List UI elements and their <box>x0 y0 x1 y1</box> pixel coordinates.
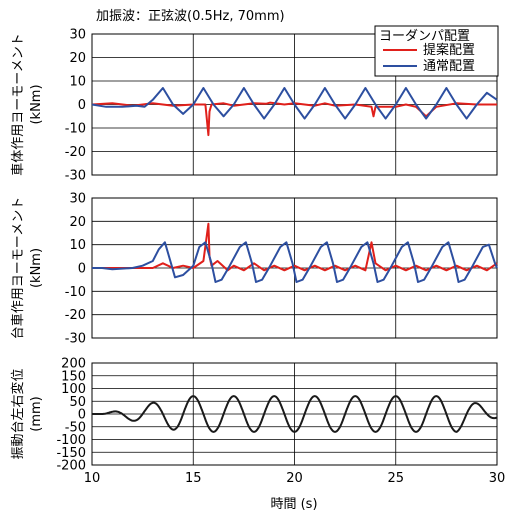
series-line <box>91 101 497 137</box>
y-tick-label: 30 <box>69 28 86 43</box>
x-tick-label: 20 <box>286 471 303 486</box>
y-axis-unit: (mm) <box>29 396 44 431</box>
legend-title: ヨーダンパ配置 <box>379 29 470 44</box>
y-axis-label: 車体作用ヨーモーメント <box>11 33 26 175</box>
x-axis-label: 時間 (s) <box>270 497 317 512</box>
series-line <box>92 241 498 283</box>
y-tick-label: -30 <box>65 332 86 347</box>
x-tick-label: 10 <box>84 471 101 486</box>
series-line <box>91 87 498 120</box>
y-tick-label: 50 <box>69 395 86 410</box>
y-tick-label: 100 <box>61 382 86 397</box>
y-tick-label: 20 <box>69 51 86 66</box>
x-tick-label: 25 <box>387 471 404 486</box>
y-tick-label: 20 <box>69 215 86 230</box>
y-tick-label: -200 <box>56 459 86 474</box>
y-tick-label: 30 <box>69 192 86 207</box>
y-tick-label: -20 <box>65 145 86 160</box>
y-tick-label: -10 <box>65 285 86 300</box>
y-tick-label: 200 <box>61 357 86 372</box>
y-axis-unit: (kNm) <box>29 84 44 124</box>
series-line <box>91 395 498 433</box>
y-tick-label: 10 <box>69 75 86 90</box>
chart-title: 加振波：正弦波(0.5Hz, 70mm) <box>96 8 285 24</box>
x-tick-label: 15 <box>185 471 202 486</box>
y-axis-label: 台車作用ヨーモーメント <box>11 197 26 339</box>
legend-label: 提案配置 <box>423 42 475 58</box>
legend-label: 通常配置 <box>423 59 475 74</box>
y-tick-label: 10 <box>69 238 86 253</box>
y-tick-label: -10 <box>65 122 86 137</box>
y-tick-label: 150 <box>61 369 86 384</box>
y-tick-label: -50 <box>65 420 86 435</box>
y-tick-label: 0 <box>78 98 86 113</box>
y-axis-unit: (kNm) <box>29 248 44 288</box>
y-tick-label: -100 <box>56 433 86 448</box>
y-tick-label: -30 <box>65 169 86 184</box>
x-tick-label: 30 <box>489 471 506 486</box>
y-tick-label: 0 <box>78 262 86 277</box>
y-axis-label: 振動台左右変位 <box>10 368 26 459</box>
y-tick-label: -20 <box>65 308 86 323</box>
y-tick-label: -150 <box>56 446 86 461</box>
y-tick-label: 0 <box>78 408 86 423</box>
